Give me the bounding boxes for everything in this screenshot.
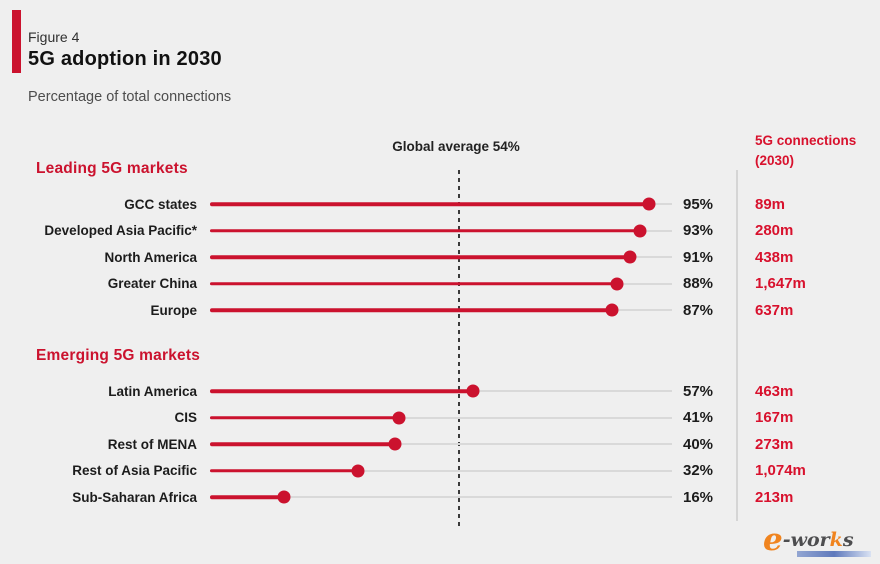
row-dot (642, 197, 656, 211)
row-track (210, 378, 672, 405)
section-rows: GCC states 95% 89m Developed Asia Pacifi… (0, 191, 880, 324)
row-percent-value: 40% (683, 435, 714, 453)
chart-row: Greater China 88% 1,647m (0, 271, 880, 298)
chart-row: Sub-Saharan Africa 16% 213m (0, 484, 880, 511)
row-value-line (210, 469, 358, 473)
row-label: Sub-Saharan Africa (72, 489, 197, 505)
global-average-label: Global average 54% (392, 139, 520, 154)
chart-row: Latin America 57% 463m (0, 378, 880, 405)
chart-row: North America 91% 438m (0, 244, 880, 271)
row-label: CIS (174, 410, 197, 426)
row-label: North America (104, 249, 197, 265)
chart-row: GCC states 95% 89m (0, 191, 880, 218)
chart-subtitle: Percentage of total connections (28, 89, 232, 105)
figure-label: Figure 4 (28, 29, 80, 45)
row-label: Greater China (107, 276, 197, 292)
row-percent-value: 93% (683, 222, 714, 240)
row-connections-value: 637m (755, 301, 794, 319)
row-dot (466, 384, 480, 398)
row-value-line (210, 229, 640, 233)
row-track (210, 191, 672, 218)
row-value-line (210, 442, 395, 446)
row-value-line (210, 308, 612, 312)
section-heading: Leading 5G markets (36, 160, 188, 177)
row-label: Developed Asia Pacific* (44, 223, 197, 239)
row-dot (623, 250, 637, 264)
row-value-line (210, 282, 617, 286)
section-heading: Emerging 5G markets (36, 347, 201, 364)
eworks-logo-text: e-works (763, 522, 854, 558)
row-track (210, 405, 672, 432)
row-rail-line (210, 496, 672, 499)
row-connections-value: 438m (755, 248, 794, 266)
row-label: Rest of Asia Pacific (72, 463, 197, 479)
row-dot (610, 277, 624, 291)
figure-accent-bar (12, 10, 21, 73)
row-label: GCC states (124, 196, 197, 212)
page-title: 5G adoption in 2030 (28, 48, 222, 70)
row-track (210, 297, 672, 324)
row-connections-value: 280m (755, 222, 794, 240)
row-track (210, 458, 672, 485)
chart-row: Europe 87% 637m (0, 297, 880, 324)
row-connections-value: 89m (755, 195, 786, 213)
row-rail-line (210, 469, 672, 472)
row-dot (388, 437, 402, 451)
row-connections-value: 463m (755, 382, 794, 400)
row-value-line (210, 495, 284, 499)
row-track (210, 431, 672, 458)
row-percent-value: 88% (683, 275, 714, 293)
row-dot (605, 303, 619, 317)
row-label: Latin America (108, 383, 197, 399)
row-connections-value: 167m (755, 409, 794, 427)
row-track (210, 484, 672, 511)
row-track (210, 218, 672, 245)
row-dot (351, 464, 365, 478)
chart-row: Rest of MENA 40% 273m (0, 431, 880, 458)
row-percent-value: 32% (683, 462, 714, 480)
row-connections-value: 1,647m (755, 275, 806, 293)
row-connections-value: 1,074m (755, 462, 806, 480)
row-connections-value: 213m (755, 488, 794, 506)
row-percent-value: 95% (683, 195, 714, 213)
row-rail-line (210, 416, 672, 419)
row-dot (392, 411, 406, 425)
row-connections-value: 273m (755, 435, 794, 453)
row-track (210, 271, 672, 298)
eworks-logo-e: e (763, 522, 783, 558)
chart-row: Rest of Asia Pacific 32% 1,074m (0, 458, 880, 485)
row-rail-line (210, 443, 672, 446)
row-percent-value: 87% (683, 301, 714, 319)
row-percent-value: 16% (683, 488, 714, 506)
column-divider-line (736, 170, 738, 521)
chart-row: Developed Asia Pacific* 93% 280m (0, 218, 880, 245)
section-rows: Latin America 57% 463m CIS 41% 167m Rest… (0, 378, 880, 511)
row-percent-value: 41% (683, 409, 714, 427)
row-label: Europe (150, 302, 197, 318)
row-value-line (210, 416, 400, 420)
row-dot (277, 490, 291, 504)
row-dot (633, 224, 647, 238)
connections-column-header: 5G connections (2030) (755, 133, 857, 168)
row-label: Rest of MENA (107, 436, 197, 452)
row-value-line (210, 389, 474, 393)
chart-row: CIS 41% 167m (0, 405, 880, 432)
eworks-logo: e-works (763, 522, 873, 560)
row-track (210, 244, 672, 271)
row-percent-value: 91% (683, 248, 714, 266)
row-percent-value: 57% (683, 382, 714, 400)
global-average-dashed-line (458, 170, 461, 528)
eworks-logo-underline (797, 551, 871, 557)
row-value-line (210, 202, 649, 206)
row-value-line (210, 255, 631, 259)
